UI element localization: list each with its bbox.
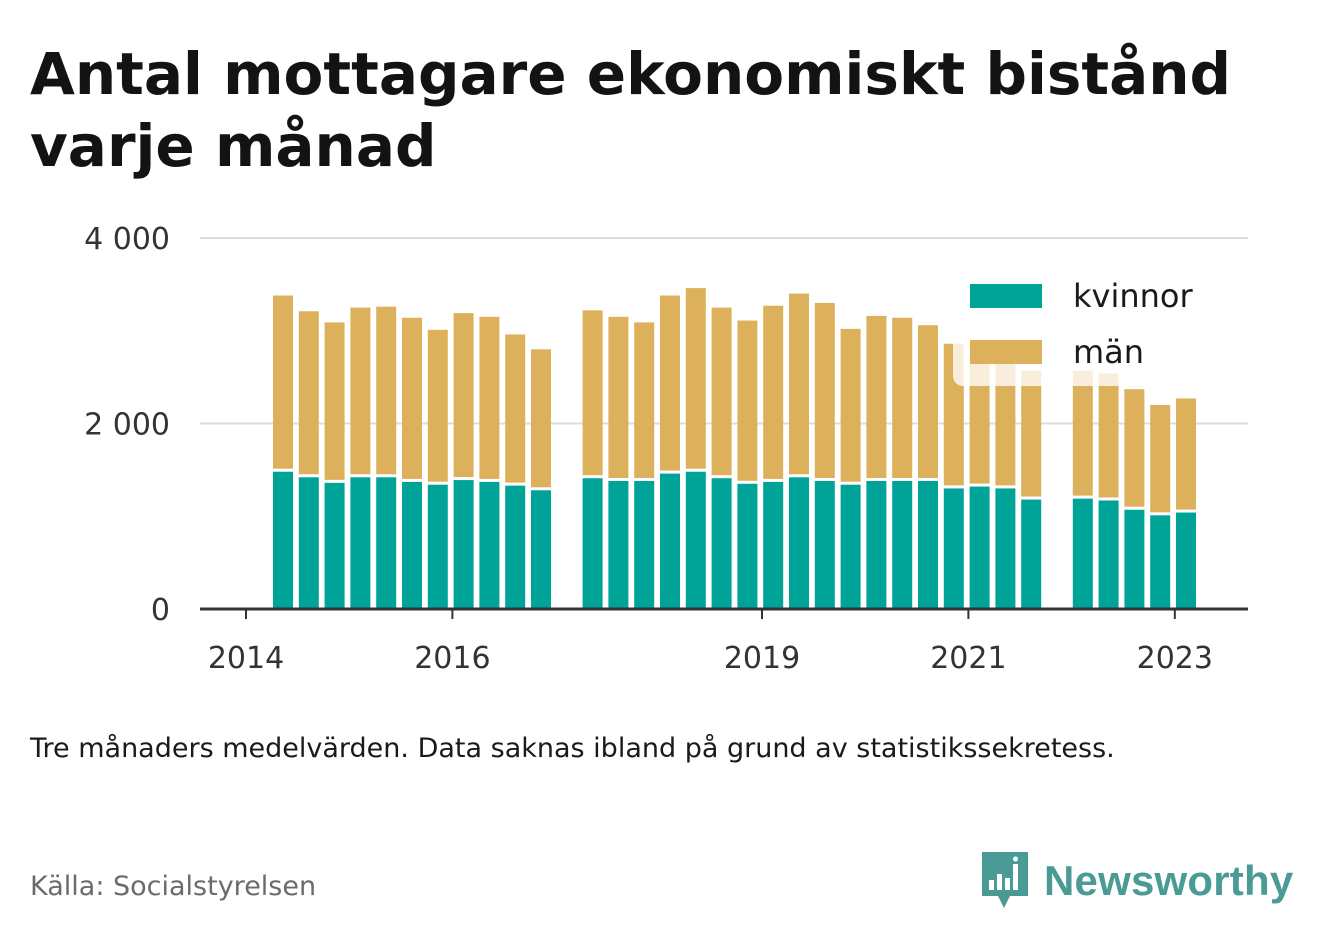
bar-kvinnor <box>995 488 1016 609</box>
bar-kvinnor <box>402 481 422 609</box>
y-tick-label: 2 000 <box>84 408 170 443</box>
bar-kvinnor <box>324 482 345 609</box>
bar-kvinnor <box>1098 500 1119 609</box>
bar-kvinnor <box>505 485 526 609</box>
bar-man <box>660 295 680 471</box>
bar-man <box>376 306 397 475</box>
bar-man <box>402 317 422 479</box>
bar-kvinnor <box>1021 499 1042 609</box>
y-tick-label: 4 000 <box>84 222 170 257</box>
bar-man <box>763 305 784 479</box>
bar-kvinnor <box>1176 512 1196 609</box>
legend-label-kvinnor: kvinnor <box>1073 277 1194 315</box>
bar-kvinnor <box>814 481 835 609</box>
bar-kvinnor <box>789 477 809 609</box>
bar-kvinnor <box>763 481 784 609</box>
y-tick-label: 0 <box>151 593 170 628</box>
bar-man <box>789 293 809 475</box>
bar-man <box>1150 404 1171 513</box>
axes: 0 2 000 4 000 2014 2016 2019 2021 2023 <box>84 222 1248 676</box>
legend-swatch-kvinnor <box>970 284 1042 308</box>
bar-man <box>892 317 913 479</box>
legend-swatch-man <box>970 340 1042 364</box>
brand-name: Newsworthy <box>1044 857 1294 904</box>
bar-man <box>1098 373 1119 498</box>
bar-kvinnor <box>479 481 500 609</box>
newsworthy-logo-icon <box>982 852 1028 908</box>
bar-kvinnor <box>1072 498 1093 609</box>
bar-man <box>298 311 319 475</box>
bar-kvinnor <box>376 477 397 609</box>
chart-title: Antal mottagare ekonomiskt bistånd varje… <box>30 40 1232 180</box>
bar-kvinnor <box>918 481 938 609</box>
bar-man <box>453 313 474 478</box>
bar-man <box>866 315 887 479</box>
bar-man <box>634 322 655 479</box>
bar-kvinnor <box>866 481 887 609</box>
bar-kvinnor <box>892 481 913 609</box>
x-tick-label: 2016 <box>414 641 490 676</box>
bar-man <box>427 329 448 482</box>
bar-man <box>273 295 293 469</box>
bar-man <box>1021 370 1042 497</box>
bar-man <box>608 316 629 479</box>
legend-label-man: män <box>1073 333 1144 371</box>
bar-man <box>350 307 371 475</box>
bar-kvinnor <box>969 486 990 609</box>
bar-man <box>505 334 526 483</box>
bar-man <box>1072 370 1093 496</box>
bar-man <box>814 302 835 479</box>
bar-kvinnor <box>298 477 319 609</box>
bar-man <box>711 307 732 476</box>
bar-kvinnor <box>582 478 603 609</box>
bar-kvinnor <box>608 481 629 609</box>
bar-kvinnor <box>1150 515 1171 609</box>
bar-kvinnor <box>943 488 964 609</box>
bar-kvinnor <box>427 484 448 609</box>
bar-kvinnor <box>711 478 732 609</box>
x-tick-label: 2021 <box>930 641 1006 676</box>
bar-man <box>995 360 1016 486</box>
chart-note: Tre månaders medelvärden. Data saknas ib… <box>30 733 1115 764</box>
bar-man <box>324 322 345 480</box>
bar-man <box>685 288 706 469</box>
bar-man <box>840 328 861 482</box>
brand-logo: Newsworthy <box>980 850 1293 912</box>
bar-man <box>1124 389 1145 507</box>
bar-man <box>531 349 551 488</box>
bar-man <box>737 320 758 481</box>
bar-man <box>1176 398 1196 510</box>
bar-kvinnor <box>1124 509 1145 609</box>
source-credit: Källa: Socialstyrelsen <box>30 871 317 902</box>
bars <box>273 288 1196 609</box>
bar-kvinnor <box>840 484 861 609</box>
legend: kvinnor män <box>953 266 1215 386</box>
bar-kvinnor <box>685 471 706 609</box>
bar-kvinnor <box>453 480 474 609</box>
bar-kvinnor <box>531 490 551 609</box>
x-tick-label: 2023 <box>1137 641 1213 676</box>
bar-man <box>479 316 500 479</box>
bar-man <box>582 310 603 476</box>
x-tick-label: 2019 <box>724 641 800 676</box>
bar-kvinnor <box>737 483 758 609</box>
bar-kvinnor <box>350 477 371 609</box>
bar-kvinnor <box>660 473 680 609</box>
bar-kvinnor <box>273 471 293 609</box>
bar-kvinnor <box>634 481 655 609</box>
bar-man <box>918 325 938 479</box>
x-tick-label: 2014 <box>208 641 284 676</box>
